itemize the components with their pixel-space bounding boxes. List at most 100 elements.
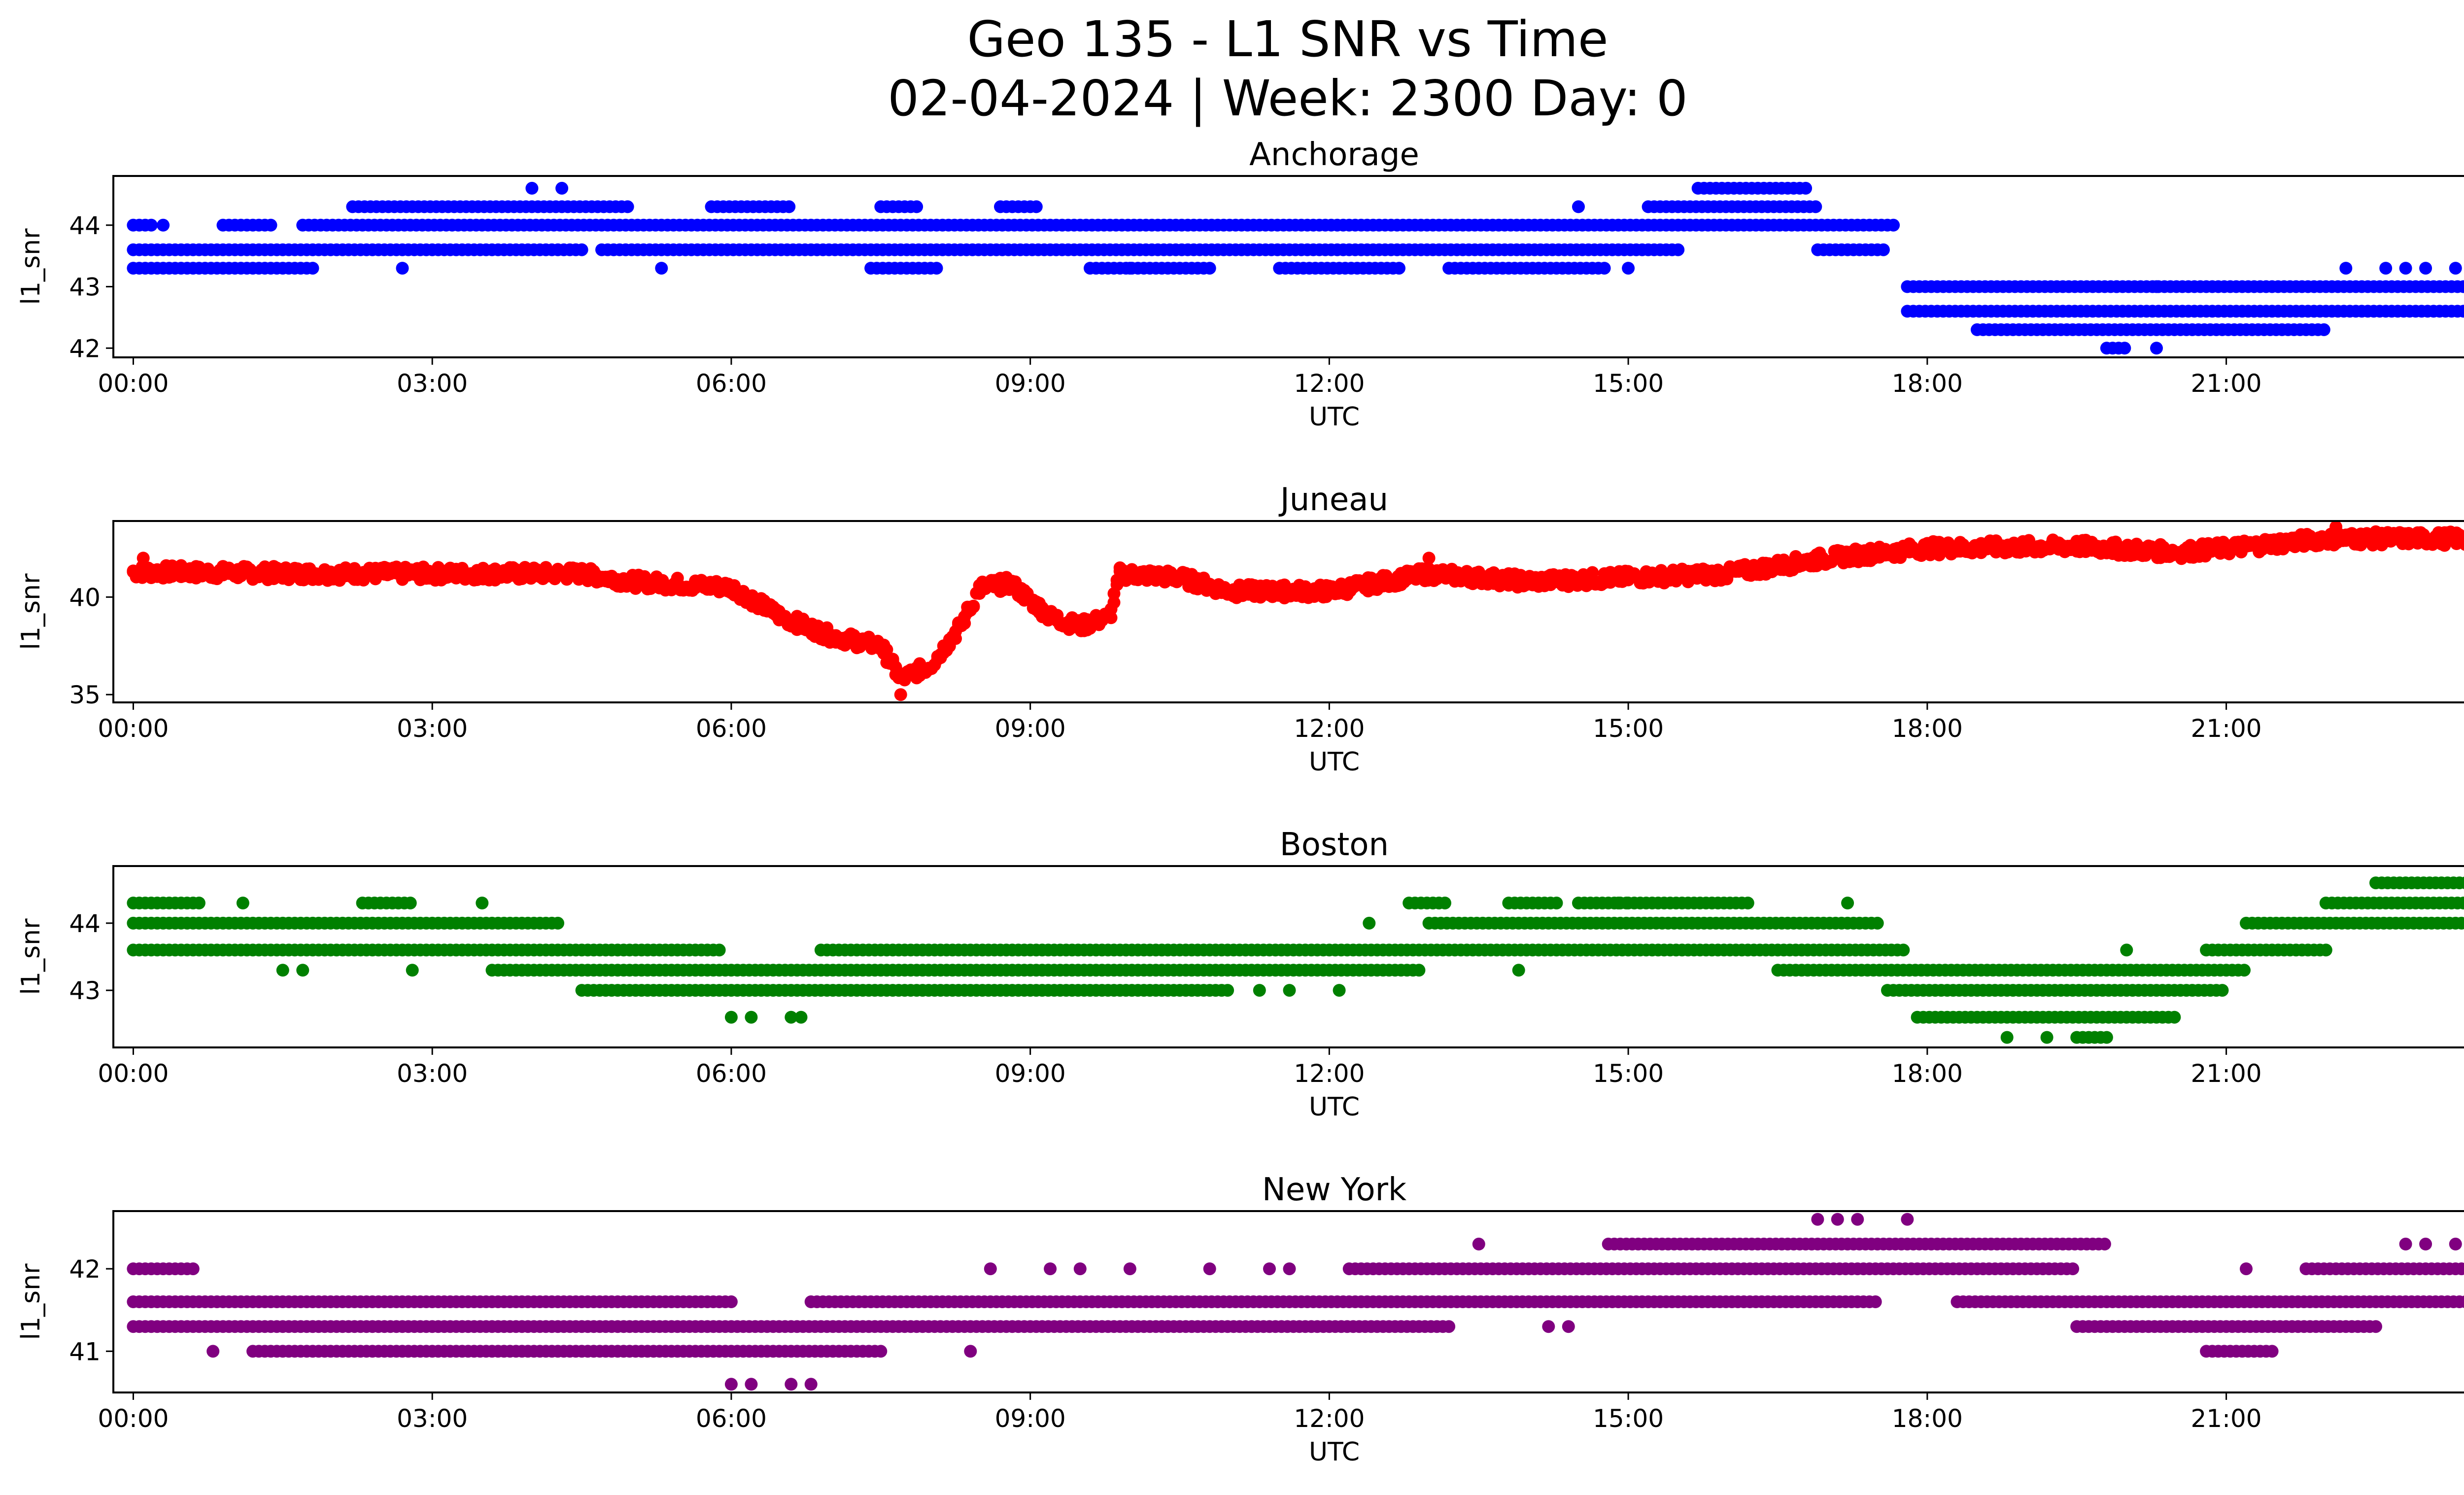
data-point [406, 964, 419, 977]
data-point [1263, 1262, 1276, 1276]
data-point [804, 1378, 818, 1391]
data-point [2461, 917, 2464, 929]
data-point [2449, 262, 2462, 275]
data-point [236, 897, 249, 909]
x-tick-label: 03:00 [397, 1404, 468, 1433]
data-point [525, 181, 539, 195]
data-point [1333, 984, 1346, 997]
x-tick-label: 12:00 [1294, 369, 1365, 398]
data-point [1572, 200, 1585, 213]
y-tick-label: 44 [69, 909, 101, 938]
data-point [958, 617, 971, 630]
y-tick-label: 43 [69, 976, 101, 1005]
x-tick-label: 18:00 [1892, 369, 1963, 398]
x-tick-label: 21:00 [2191, 369, 2262, 398]
data-point [137, 552, 150, 565]
y-tick-label: 44 [69, 211, 101, 240]
data-point [794, 1010, 808, 1024]
data-point [1044, 1262, 1057, 1276]
data-point [745, 1010, 758, 1024]
x-tick-label: 06:00 [696, 1404, 767, 1433]
data-point [1363, 916, 1376, 930]
data-point [296, 964, 309, 977]
data-point [880, 643, 893, 656]
data-point [2110, 280, 2123, 293]
y-axis-label: l1_snr [16, 228, 46, 305]
x-axis-label: UTC [1309, 1092, 1360, 1122]
x-tick-label: 21:00 [2191, 1059, 2262, 1088]
data-point [930, 262, 943, 275]
data-point [1877, 243, 1890, 256]
data-point [2455, 916, 2464, 930]
x-tick-label: 12:00 [1294, 1059, 1365, 1088]
x-tick-label: 03:00 [397, 369, 468, 398]
data-point [1887, 218, 1900, 232]
data-point [2100, 1031, 2113, 1044]
data-point [1203, 1262, 1216, 1276]
figure-title-line1: Geo 135 - L1 SNR vs Time [967, 10, 1608, 68]
data-point [2120, 943, 2133, 957]
data-point [785, 1378, 798, 1391]
data-point [2317, 323, 2330, 336]
data-point [1283, 1262, 1296, 1276]
data-point [2339, 262, 2353, 275]
data-point [1283, 984, 1296, 997]
figure-title: Geo 135 - L1 SNR vs Time 02-04-2024 | We… [0, 10, 2464, 128]
data-point [2150, 280, 2163, 293]
data-point [396, 262, 409, 275]
subplot-title: Juneau [1278, 482, 1388, 518]
subplot-title: Anchorage [1249, 137, 1419, 173]
data-point [144, 218, 158, 232]
x-tick-label: 03:00 [397, 1059, 468, 1088]
data-point [2168, 1010, 2181, 1024]
y-tick-label: 35 [69, 681, 101, 709]
data-point [2098, 1237, 2111, 1251]
data-point [2462, 538, 2464, 548]
x-tick-label: 09:00 [995, 1059, 1066, 1088]
data-point [1672, 243, 1685, 256]
x-tick-label: 18:00 [1892, 1404, 1963, 1433]
data-point [1393, 262, 1405, 275]
x-tick-label: 06:00 [696, 1059, 767, 1088]
data-point [2265, 1345, 2279, 1358]
data-point [1831, 1213, 1844, 1226]
data-point [1598, 262, 1611, 275]
data-point [2449, 1237, 2462, 1251]
x-tick-label: 03:00 [397, 714, 468, 743]
data-point [186, 1262, 200, 1276]
y-tick-label: 43 [69, 273, 101, 302]
data-point [724, 1010, 738, 1024]
x-tick-label: 15:00 [1593, 1059, 1664, 1088]
data-point [2419, 1237, 2432, 1251]
y-tick-label: 40 [69, 583, 101, 612]
y-axis-label: l1_snr [16, 1263, 46, 1340]
data-point [2419, 262, 2432, 275]
x-tick-label: 00:00 [98, 1059, 169, 1088]
data-point [1073, 1262, 1087, 1276]
data-point [206, 1345, 220, 1358]
data-point [276, 964, 289, 977]
data-points [127, 181, 2464, 355]
figure-title-line2: 02-04-2024 | Week: 2300 Day: 0 [888, 70, 1688, 127]
data-point [1562, 1320, 1575, 1333]
data-point [1741, 897, 1754, 909]
y-tick-label: 41 [69, 1337, 101, 1366]
data-point [1871, 916, 1884, 930]
data-point [1811, 1213, 1824, 1226]
data-point [2399, 1237, 2412, 1251]
x-axis-label: UTC [1309, 1437, 1360, 1467]
data-point [1799, 181, 1813, 195]
x-tick-label: 15:00 [1593, 1404, 1664, 1433]
x-tick-label: 00:00 [98, 369, 169, 398]
y-axis-label: l1_snr [16, 918, 46, 995]
data-point [1851, 1213, 1864, 1226]
data-point [984, 1262, 997, 1276]
x-axis-label: UTC [1309, 747, 1360, 777]
data-point [2000, 1031, 2014, 1044]
data-point [724, 1378, 738, 1391]
x-tick-label: 00:00 [98, 714, 169, 743]
data-point [2462, 531, 2464, 541]
